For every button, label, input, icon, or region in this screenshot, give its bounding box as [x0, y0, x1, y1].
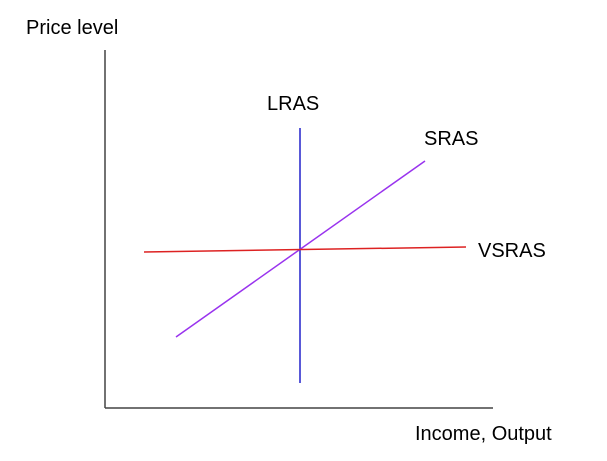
sras-label: SRAS — [424, 128, 478, 150]
vsras-line — [143, 246, 467, 253]
x-axis-label: Income, Output — [415, 423, 552, 445]
lras-label: LRAS — [267, 93, 319, 115]
vsras-label: VSRAS — [478, 240, 546, 262]
y-axis-label: Price level — [26, 17, 118, 39]
